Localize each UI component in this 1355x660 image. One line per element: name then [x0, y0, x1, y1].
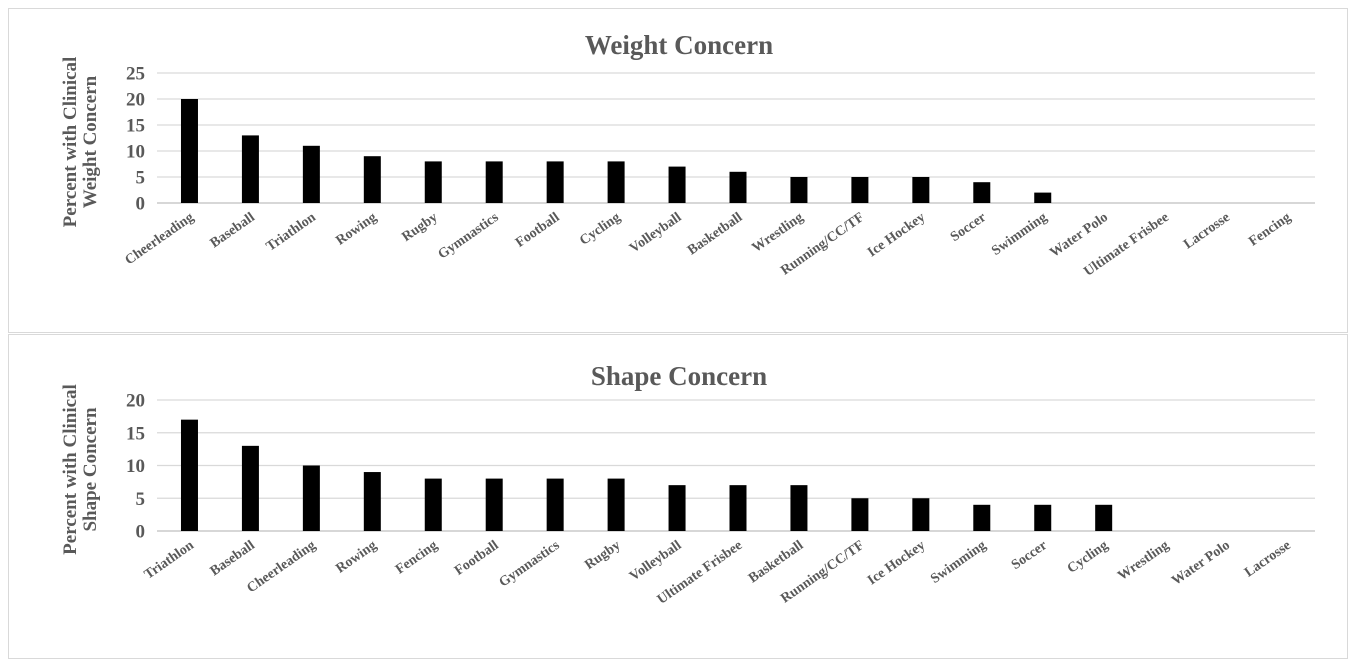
x-tick-label: Gymnastics [497, 538, 563, 591]
bar-swimming [973, 504, 991, 531]
bar-rugby [424, 161, 442, 203]
y-tick-label: 5 [136, 489, 146, 510]
x-tick-label: Football [513, 210, 562, 251]
x-tick-label: Cheerleading [123, 210, 197, 268]
x-tick-label: Wrestling [1115, 538, 1172, 584]
x-tick-label: Baseball [208, 538, 258, 579]
x-tick-label: Water Polo [1169, 538, 1232, 589]
bar-ice-hockey [912, 177, 930, 203]
x-tick-label: Rugby [582, 538, 623, 573]
bar-cycling [607, 161, 625, 203]
bar-cheerleading [302, 465, 320, 531]
bar-cheerleading [180, 99, 198, 203]
x-tick-label: Cheerleading [244, 538, 318, 596]
x-tick-label: Lacrosse [1242, 538, 1294, 580]
y-tick-label: 5 [136, 168, 146, 189]
bar-rowing [363, 156, 381, 203]
bar-soccer [973, 182, 991, 203]
bar-volleyball [668, 166, 686, 203]
bar-rowing [363, 472, 381, 531]
bar-rugby [607, 478, 625, 531]
y-tick-label: 0 [136, 522, 146, 543]
bar-gymnastics [485, 161, 503, 203]
bar-running-cc-tf [851, 177, 869, 203]
y-axis-label: Percent with ClinicalWeight Concern [60, 57, 101, 228]
y-tick-label: 20 [126, 391, 145, 412]
x-tick-label: Ice Hockey [865, 210, 928, 260]
bar-baseball [241, 135, 259, 203]
y-tick-label: 25 [126, 64, 145, 85]
bar-basketball [790, 485, 808, 531]
x-tick-label: Triathlon [142, 538, 197, 583]
bar-volleyball [668, 485, 686, 531]
x-tick-label: Soccer [1009, 538, 1050, 573]
x-tick-label: Wrestling [750, 210, 807, 256]
y-tick-label: 15 [126, 116, 145, 137]
y-tick-label: 15 [126, 423, 145, 444]
x-tick-label: Swimming [989, 210, 1050, 259]
chart-title: Shape Concern [591, 361, 767, 391]
chart-title: Weight Concern [585, 30, 773, 60]
x-tick-label: Lacrosse [1181, 210, 1233, 252]
x-tick-label: Basketball [685, 210, 745, 258]
x-tick-label: Gymnastics [436, 210, 502, 263]
bar-wrestling [790, 177, 808, 203]
x-tick-label: Swimming [928, 538, 989, 587]
x-tick-label: Rowing [333, 538, 379, 577]
x-tick-label: Soccer [948, 210, 989, 245]
x-tick-label: Rugby [399, 210, 440, 245]
bar-basketball [729, 171, 747, 203]
y-axis-label: Percent with ClinicalShape Concern [60, 384, 101, 555]
bar-triathlon [302, 145, 320, 203]
x-tick-label: Triathlon [264, 210, 319, 255]
bar-running-cc-tf [851, 498, 869, 531]
x-tick-label: Fencing [393, 538, 440, 578]
bar-ice-hockey [912, 498, 930, 531]
x-tick-label: Cycling [1065, 538, 1111, 577]
bar-gymnastics [546, 478, 564, 531]
bar-baseball [241, 445, 259, 531]
bar-ultimate-frisbee [729, 485, 747, 531]
bar-swimming [1034, 192, 1052, 203]
x-tick-label: Rowing [333, 210, 379, 249]
y-tick-label: 10 [126, 456, 145, 477]
x-tick-label: Baseball [208, 210, 258, 251]
x-tick-label: Volleyball [627, 210, 684, 256]
weight-concern-chart-panel: Weight Concern Percent with ClinicalWeigh… [8, 8, 1348, 333]
bar-football [485, 478, 503, 531]
shape-concern-chart: Shape Concern Percent with ClinicalShape … [60, 361, 1315, 608]
shape-concern-chart-panel: Shape Concern Percent with ClinicalShape … [8, 334, 1348, 659]
y-tick-label: 20 [126, 90, 145, 111]
bar-cycling [1095, 504, 1113, 531]
weight-concern-chart: Weight Concern Percent with ClinicalWeigh… [60, 30, 1315, 280]
x-tick-label: Basketball [746, 538, 806, 586]
bar-triathlon [180, 419, 198, 531]
x-tick-label: Football [452, 538, 501, 579]
y-tick-label: 0 [136, 194, 146, 215]
x-tick-label: Fencing [1246, 210, 1293, 250]
y-tick-label: 10 [126, 142, 145, 163]
x-tick-label: Volleyball [627, 538, 684, 584]
bar-soccer [1034, 504, 1052, 531]
bar-fencing [424, 478, 442, 531]
x-tick-label: Cycling [577, 210, 623, 249]
x-tick-label: Ice Hockey [865, 538, 928, 588]
bar-football [546, 161, 564, 203]
